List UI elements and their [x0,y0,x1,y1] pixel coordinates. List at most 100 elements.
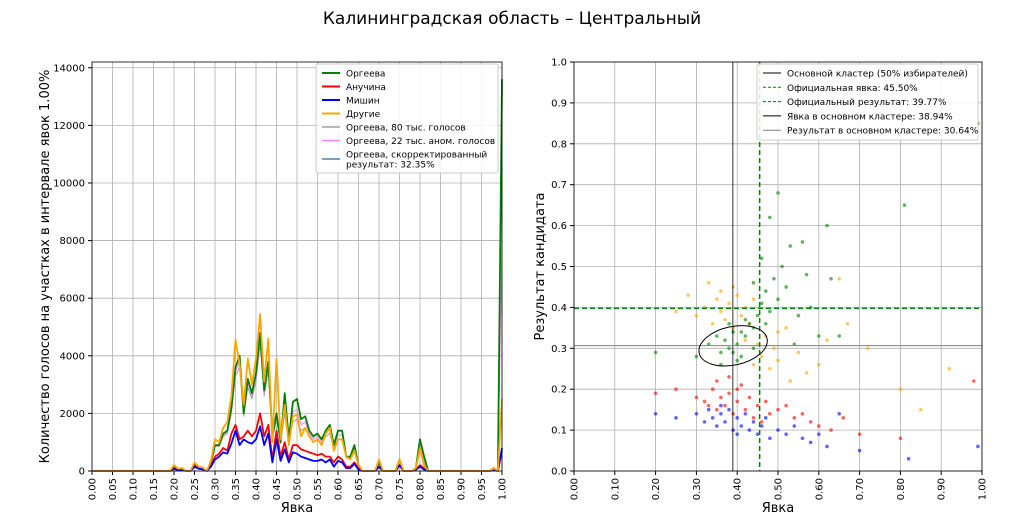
left-chart: 0.00 0.05 0.10 0.15 0.20 0.25 0.30 0.35 0.40 0.45… [38,61,509,516]
scatter-point-3 [784,432,788,436]
x-tick-label: 0.40 [252,478,263,500]
legend-item: Результат в основном кластере: 30.64% [763,127,979,137]
scatter-point-2 [898,436,903,441]
scatter-point-0 [817,334,821,338]
y-tick-label: 1.0 [551,58,567,69]
scatter-point-1 [865,346,870,351]
scatter-point-1 [735,293,739,297]
legend-label: Оргеева, скорректированный результат: 32.… [346,151,487,171]
x-tick-label: 0.05 [108,478,119,500]
legend-label: Мишин [346,97,380,107]
scatter-point-1 [825,338,829,342]
scatter-point-0 [653,350,658,355]
scatter-point-0 [768,309,772,314]
scatter-point-1 [837,276,841,281]
scatter-point-2 [747,395,752,400]
scatter-point-2 [763,399,768,404]
x-tick-label: 0.50 [774,478,785,500]
scatter-point-2 [751,416,756,420]
scatter-point-2 [653,391,658,396]
scatter-point-3 [763,416,768,420]
scatter-point-3 [808,440,813,445]
legend-box [315,63,499,174]
scatter-point-3 [751,420,756,424]
scatter-point-3 [976,444,980,449]
x-tick-label: 0.65 [354,478,365,500]
scatter-point-1 [817,362,821,367]
legend-item: Анучина [322,83,386,93]
y-tick-label: 0.3 [551,344,567,355]
legend-label: Результат в основном кластере: 30.64% [787,127,979,137]
scatter-point-2 [768,411,772,416]
scatter-point-1 [706,281,711,285]
y-tick-label: 0.0 [551,467,567,478]
scatter-point-1 [784,326,788,330]
x-tick-label: 0.80 [896,478,907,500]
y-tick-label: 10000 [53,178,85,189]
y-tick-label: 0.5 [551,262,567,273]
x-tick-label: 0.85 [436,478,447,500]
scatter-point-0 [739,354,744,359]
scatter-point-3 [755,432,760,436]
y-tick-label: 0 [79,467,85,478]
legend-item: Оргеева, скорректированный результат: 32.… [322,151,487,171]
legend-item: Официальная явка: 45.50% [763,84,918,94]
scatter-point-1 [947,366,952,371]
y-tick-label: 0.7 [551,180,567,191]
scatter-point-2 [743,407,748,412]
scatter-point-1 [796,350,801,355]
x-tick-label: 0.80 [416,478,427,500]
scatter-point-2 [715,407,719,412]
scatter-point-0 [735,342,739,347]
legend-item: Явка в основном кластере: 38.94% [763,112,953,122]
y-tick-label: 2000 [60,409,85,420]
scatter-point-0 [902,203,907,207]
x-axis-label: Явка [762,501,795,512]
scatter-point-0 [796,313,801,318]
scatter-point-3 [825,444,829,449]
scatter-point-2 [792,416,797,420]
scatter-point-0 [735,358,739,363]
scatter-point-0 [776,191,780,195]
scatter-point-0 [751,346,756,351]
scatter-point-0 [739,330,744,334]
scatter-point-2 [702,399,707,404]
plot-frame [91,61,503,472]
legend: Основной кластер (50% избирателей) Официа… [756,63,979,141]
scatter-point-2 [841,416,846,420]
legend-label: Анучина [346,83,386,93]
legend-item: Оргеева [322,70,385,80]
legend-label-line: результат: 32.35% [346,161,435,171]
x-tick-label: 0.20 [651,478,662,500]
x-tick-label: 0.00 [570,478,581,500]
scatter-point-3 [710,416,715,420]
x-tick-label: 0.45 [272,478,283,500]
scatter-point-0 [759,256,764,261]
scatter-point-2 [759,420,764,424]
scatter-point-2 [723,403,727,408]
scatter-point-1 [776,358,780,363]
legend: Оргеева Анучина Мишин Другие Оргеева, 80 тыс… [315,63,499,174]
legend-label: Другие [346,110,381,120]
legend-label: Оргеева [346,70,385,80]
x-tick-label: 0.00 [88,478,99,500]
x-tick-label: 0.15 [149,478,160,500]
scatter-point-1 [715,297,719,302]
scatter-point-1 [674,309,678,314]
scatter-point-0 [751,281,756,285]
scatter-point-3 [715,424,719,428]
figure-title: Калининградская область – Центральный [323,9,701,29]
legend-item: Оргеева, 80 тыс. голосов [322,124,466,134]
scatter-point-0 [759,301,764,306]
scatter-point-2 [727,375,731,379]
scatter-point-2 [857,432,862,436]
legend-label: Явка в основном кластере: 38.94% [787,112,953,122]
scatter-point-1 [759,354,764,359]
legend-label: Официальный результат: 39.77% [787,98,947,108]
x-tick-label: 0.30 [211,478,222,500]
scatter-point-1 [772,346,776,351]
scatter-point-2 [829,428,833,432]
scatter-point-0 [825,223,829,228]
legend-label: Оргеева, 22 тыс. аном. голосов [346,137,495,147]
